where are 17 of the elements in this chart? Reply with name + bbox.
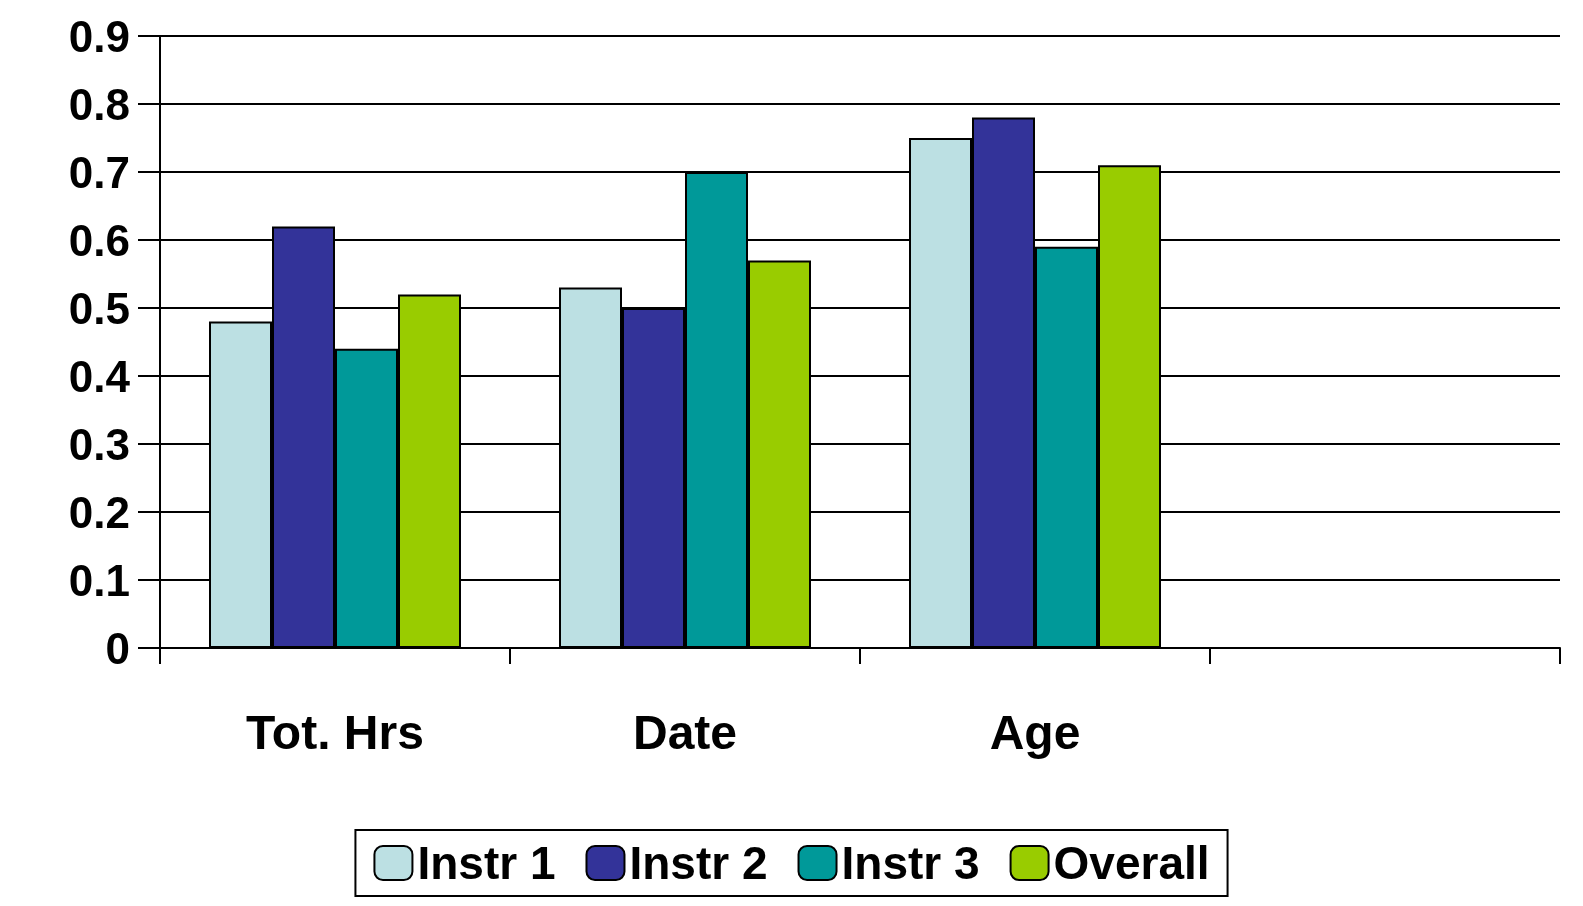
x-tick-label: Tot. Hrs [246,705,424,759]
y-tick-label: 0.7 [68,147,130,197]
y-tick-label: 0 [105,623,130,673]
legend-label: Instr 1 [417,837,556,889]
x-tick-label: Date [632,705,738,759]
y-tick-label: 0.1 [68,555,130,605]
legend-label: Overall [1053,837,1210,889]
y-tick-label: 0.9 [68,11,130,61]
y-tick-label: 0.8 [68,79,130,129]
legend-label: Instr 3 [841,837,980,889]
y-tick-label: 0.3 [68,419,130,469]
y-tick-label: 0.2 [68,487,130,537]
x-tick-label: Age [989,705,1081,759]
y-tick-label: 0.4 [68,351,131,401]
y-tick-label: 0.5 [68,283,130,333]
y-tick-label: 0.6 [68,215,130,265]
legend-label: Instr 2 [629,837,768,889]
